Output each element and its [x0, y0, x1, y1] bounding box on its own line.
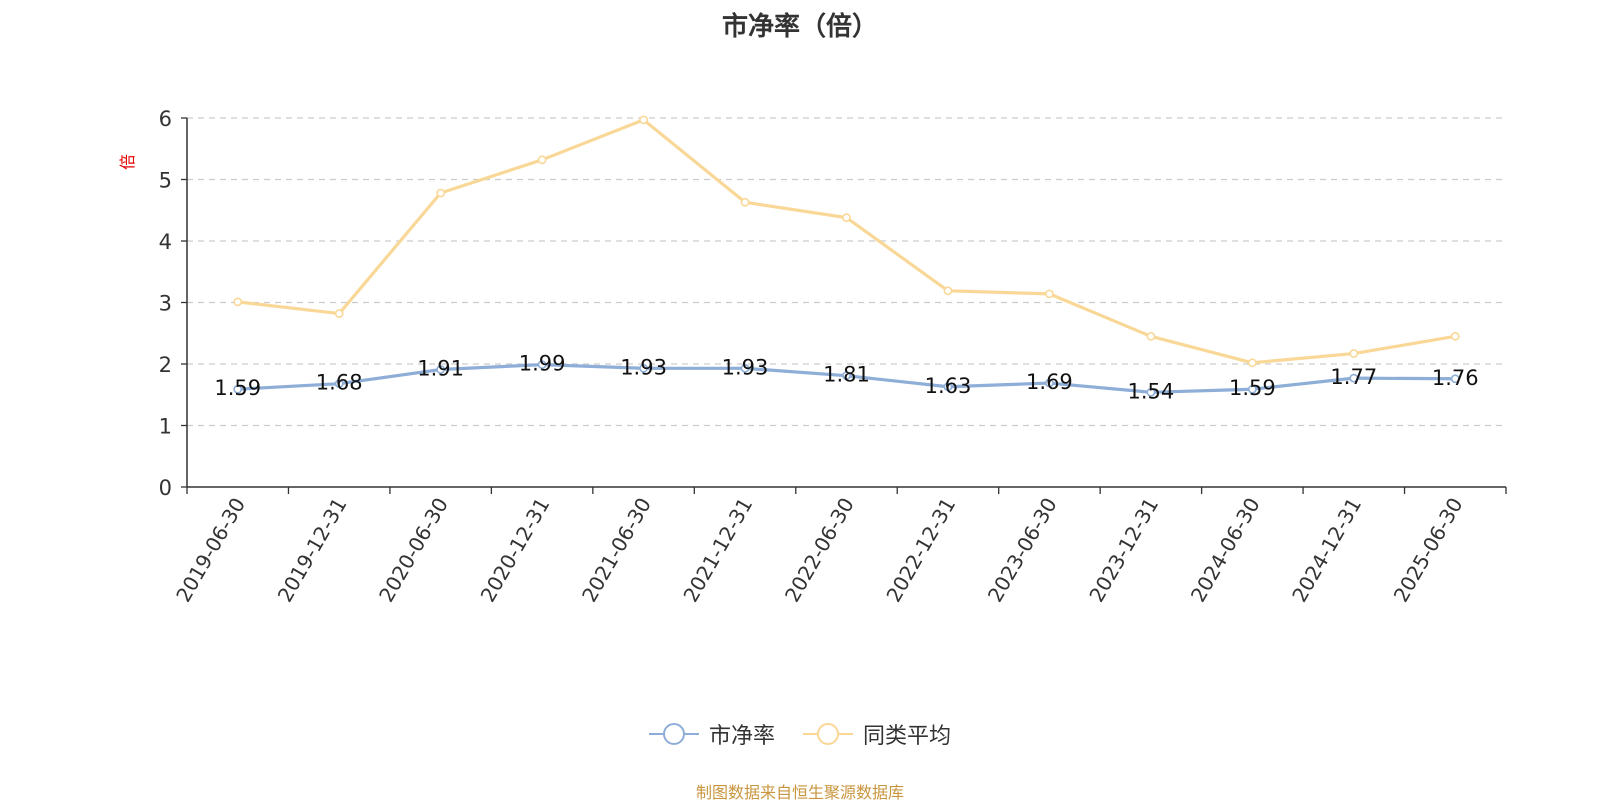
legend-marker-pb-icon: [648, 723, 699, 745]
data-point-1: [842, 213, 851, 223]
x-tick-label: 2024-12-31: [1287, 494, 1366, 607]
data-point-1: [1247, 358, 1257, 368]
x-tick-label: 2021-06-30: [577, 494, 656, 607]
x-tick-label: 2023-06-30: [983, 494, 1062, 607]
data-point-0: [436, 365, 446, 374]
data-point-0: [1450, 374, 1460, 384]
y-tick-label: 0: [159, 476, 172, 500]
data-label: 1.99: [519, 352, 566, 376]
x-tick-label: 2020-12-31: [476, 494, 555, 607]
data-label: 1.81: [823, 363, 870, 387]
data-point-1: [1045, 289, 1054, 299]
data-point-1: [233, 297, 243, 307]
data-point-0: [740, 363, 750, 373]
y-tick-label: 2: [159, 353, 172, 377]
legend-item-peer-avg[interactable]: 同类平均: [803, 718, 951, 750]
data-label: 1.76: [1432, 366, 1479, 390]
data-label: 1.68: [316, 371, 363, 395]
data-point-0: [537, 360, 547, 370]
legend: 市净率 同类平均: [0, 718, 1600, 750]
y-tick-label: 5: [159, 169, 172, 193]
data-point-1: [740, 197, 750, 207]
data-point-0: [334, 379, 344, 389]
x-tick-label: 2022-06-30: [780, 494, 859, 607]
data-point-0: [943, 382, 953, 392]
data-label: 1.77: [1330, 365, 1377, 389]
y-tick-label: 3: [159, 292, 172, 316]
data-label: 1.69: [1026, 370, 1073, 394]
data-point-1: [436, 188, 446, 198]
data-point-1: [334, 309, 344, 318]
data-label: 1.59: [214, 376, 261, 400]
x-tick-label: 2022-12-31: [881, 494, 960, 607]
data-point-1: [537, 155, 547, 165]
data-label: 1.63: [925, 374, 972, 398]
x-tick-label: 2024-06-30: [1186, 494, 1265, 607]
data-point-1: [639, 115, 648, 125]
legend-item-pb[interactable]: 市净率: [648, 718, 775, 750]
y-tick-label: 6: [159, 107, 172, 131]
data-point-0: [842, 371, 851, 381]
data-label: 1.93: [722, 355, 769, 379]
x-tick-label: 2025-06-30: [1389, 494, 1468, 607]
x-tick-label: 2020-06-30: [374, 493, 453, 606]
data-point-0: [233, 384, 243, 394]
chart-title: 市净率（倍）: [721, 12, 878, 42]
data-point-0: [639, 363, 648, 373]
legend-marker-peer-avg-icon: [803, 723, 853, 745]
data-point-1: [1450, 331, 1460, 341]
x-tick-label: 2019-12-31: [273, 494, 352, 607]
data-point-1: [1146, 331, 1156, 341]
data-point-0: [1146, 387, 1156, 397]
data-label: 1.54: [1128, 379, 1175, 403]
data-point-0: [1247, 384, 1257, 394]
x-tick-label: 2023-12-31: [1084, 494, 1163, 607]
data-source-note: 制图数据来自恒生聚源数据库: [695, 783, 904, 802]
data-label: 1.93: [620, 355, 667, 379]
x-tick-label: 2021-12-31: [678, 494, 757, 607]
legend-label-peer-avg: 同类平均: [863, 724, 952, 749]
x-tick-label: 2019-06-30: [171, 494, 250, 607]
data-point-1: [1349, 349, 1359, 358]
data-label: 1.91: [417, 357, 464, 381]
data-point-1: [943, 286, 953, 296]
data-label: 1.59: [1229, 376, 1276, 400]
data-point-0: [1349, 373, 1359, 383]
y-tick-label: 1: [159, 415, 172, 439]
legend-label-pb: 市净率: [708, 724, 775, 749]
data-point-0: [1045, 378, 1054, 388]
y-tick-label: 4: [159, 230, 172, 254]
